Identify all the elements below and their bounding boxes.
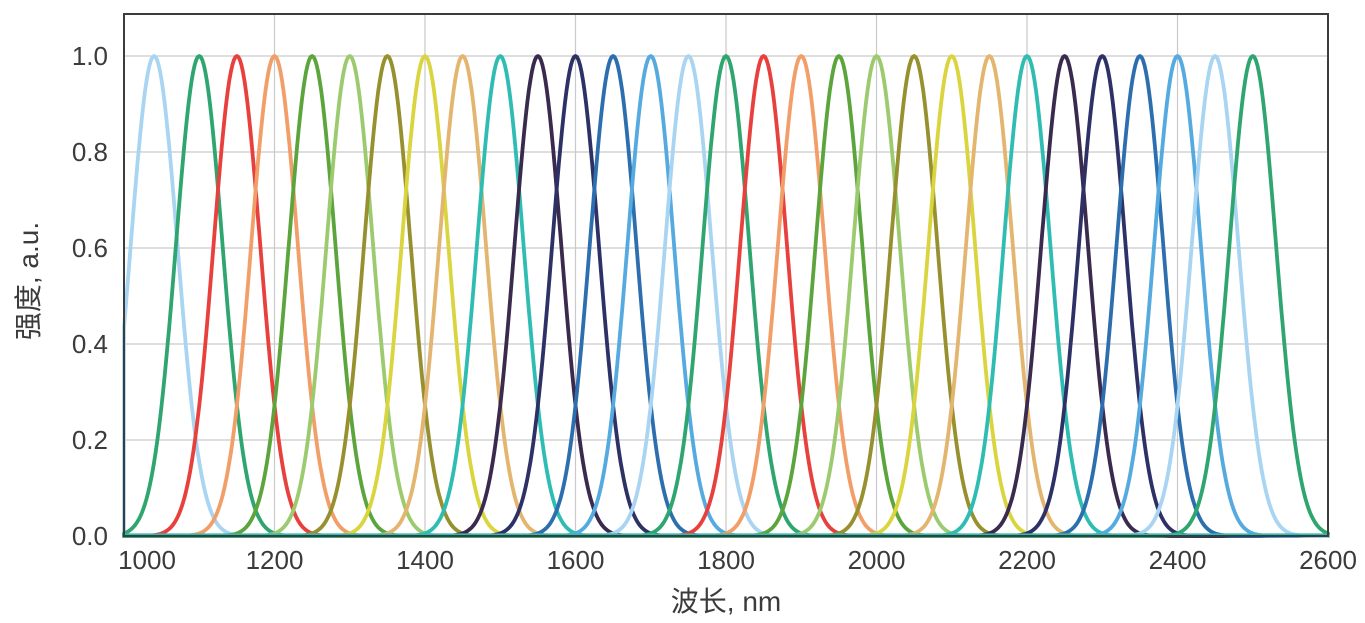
x-tick-label: 2400: [1149, 545, 1207, 575]
x-tick-label: 1000: [118, 545, 176, 575]
x-tick-label: 2200: [998, 545, 1056, 575]
x-tick-label: 2600: [1299, 545, 1357, 575]
x-tick-label: 1800: [697, 545, 755, 575]
y-tick-label: 0.8: [72, 137, 108, 167]
y-tick-label: 0.2: [72, 425, 108, 455]
y-axis-title: 强度, a.u.: [13, 221, 44, 341]
y-tick-label: 0.4: [72, 329, 108, 359]
x-tick-label: 2000: [848, 545, 906, 575]
y-tick-label: 1.0: [72, 41, 108, 71]
x-tick-label: 1400: [396, 545, 454, 575]
x-axis-title: 波长, nm: [670, 586, 782, 617]
y-tick-label: 0.6: [72, 233, 108, 263]
plot-frame: [123, 13, 1329, 537]
x-tick-label: 1200: [246, 545, 304, 575]
y-tick-label: 0.0: [72, 521, 108, 551]
x-tick-label: 1600: [547, 545, 605, 575]
